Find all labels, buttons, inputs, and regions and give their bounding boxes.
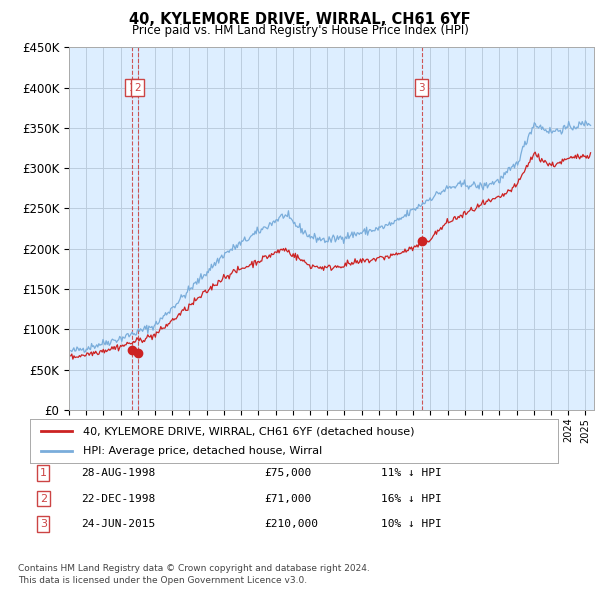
Text: £75,000: £75,000 — [264, 468, 311, 478]
Text: Price paid vs. HM Land Registry's House Price Index (HPI): Price paid vs. HM Land Registry's House … — [131, 24, 469, 37]
Text: 11% ↓ HPI: 11% ↓ HPI — [381, 468, 442, 478]
Text: 22-DEC-1998: 22-DEC-1998 — [81, 494, 155, 503]
Text: 3: 3 — [40, 519, 47, 529]
Text: 24-JUN-2015: 24-JUN-2015 — [81, 519, 155, 529]
Text: 3: 3 — [418, 83, 425, 93]
Text: 28-AUG-1998: 28-AUG-1998 — [81, 468, 155, 478]
Text: Contains HM Land Registry data © Crown copyright and database right 2024.: Contains HM Land Registry data © Crown c… — [18, 565, 370, 573]
Text: 2: 2 — [40, 494, 47, 503]
Text: 1: 1 — [128, 83, 135, 93]
Text: £71,000: £71,000 — [264, 494, 311, 503]
Text: 40, KYLEMORE DRIVE, WIRRAL, CH61 6YF: 40, KYLEMORE DRIVE, WIRRAL, CH61 6YF — [129, 12, 471, 27]
Text: This data is licensed under the Open Government Licence v3.0.: This data is licensed under the Open Gov… — [18, 576, 307, 585]
Text: 16% ↓ HPI: 16% ↓ HPI — [381, 494, 442, 503]
Text: 40, KYLEMORE DRIVE, WIRRAL, CH61 6YF (detached house): 40, KYLEMORE DRIVE, WIRRAL, CH61 6YF (de… — [83, 427, 415, 436]
Text: 2: 2 — [134, 83, 141, 93]
Text: £210,000: £210,000 — [264, 519, 318, 529]
Text: 10% ↓ HPI: 10% ↓ HPI — [381, 519, 442, 529]
Text: 1: 1 — [40, 468, 47, 478]
Text: HPI: Average price, detached house, Wirral: HPI: Average price, detached house, Wirr… — [83, 446, 322, 455]
